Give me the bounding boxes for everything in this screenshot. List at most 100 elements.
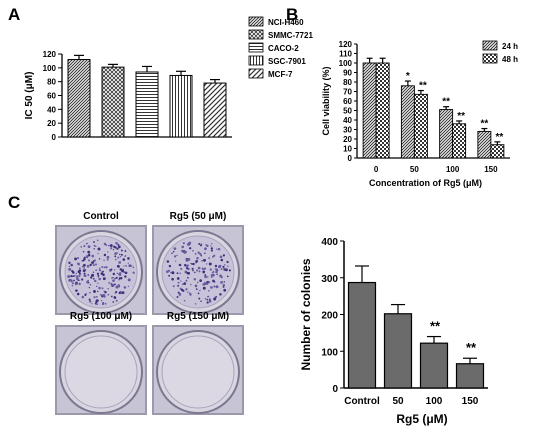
colony-dot	[118, 261, 122, 264]
colony-dot	[197, 281, 199, 284]
colony-dot	[212, 279, 215, 283]
colony-dot	[114, 269, 116, 271]
b-bar	[439, 109, 454, 159]
b-bar	[362, 62, 377, 159]
colony-dot	[71, 282, 74, 285]
colony-dot	[127, 257, 130, 260]
colony-dot	[181, 249, 184, 253]
colony-dot	[123, 286, 127, 289]
colony-dot	[124, 271, 128, 275]
colony-dot	[127, 262, 129, 264]
colony-dot	[93, 248, 95, 250]
colony-dot	[208, 289, 210, 292]
colony-dot	[121, 291, 125, 295]
a-y-tick-label: 120	[43, 50, 57, 59]
colony-dot	[165, 270, 169, 274]
colony-dot	[132, 271, 135, 274]
colony-dot	[102, 271, 105, 273]
colony-dot	[78, 269, 82, 273]
a-legend-label: SMMC-7721	[268, 31, 313, 40]
colony-dot	[80, 246, 82, 248]
colony-dot	[213, 254, 216, 257]
colony-dot	[124, 275, 127, 278]
colony-dot	[96, 272, 100, 275]
colony-dot	[103, 242, 107, 246]
colony-dot	[103, 266, 106, 268]
a-y-axis-label: IC 50 (μM)	[24, 72, 35, 120]
colony-dot	[110, 247, 113, 250]
colony-dot	[84, 275, 87, 277]
colony-dot	[115, 241, 118, 245]
colony-dot	[78, 272, 81, 275]
colony-dot	[115, 299, 118, 302]
colony-dot	[177, 291, 180, 294]
a-legend-label: NCI-H460	[268, 18, 304, 27]
colony-dot	[82, 250, 85, 253]
colony-dot	[96, 296, 98, 298]
colony-dot	[194, 271, 196, 274]
c-y-tick-label: 0	[332, 384, 338, 395]
colony-dot	[220, 276, 223, 279]
colony-dot	[218, 264, 222, 268]
colony-dot	[199, 252, 202, 256]
colony-dot	[195, 288, 198, 290]
colony-dot	[114, 255, 117, 258]
colony-dot	[87, 273, 90, 277]
b-significance-mark: **	[457, 111, 465, 122]
photo-label: Control	[83, 211, 119, 222]
colony-dot	[118, 277, 121, 280]
colony-dot	[124, 250, 127, 252]
colony-dot	[204, 297, 207, 300]
colony-dot	[200, 243, 203, 245]
colony-dot	[75, 272, 78, 275]
colony-dot	[85, 255, 89, 258]
colony-dot	[203, 258, 206, 262]
colony-dot	[84, 293, 87, 296]
b-significance-mark: **	[419, 81, 427, 92]
c-y-tick-label: 400	[321, 237, 338, 248]
colony-dot	[114, 246, 117, 249]
colony-dot	[83, 256, 86, 259]
colony-dot	[102, 303, 104, 305]
a-legend-label: CACO-2	[268, 44, 299, 53]
colony-dot	[206, 301, 209, 304]
colony-dot	[171, 277, 174, 281]
colony-dot	[196, 269, 199, 272]
colony-dot	[101, 265, 104, 269]
colony-dot	[114, 292, 116, 294]
colony-dot	[118, 291, 121, 295]
colony-dot	[208, 300, 212, 303]
colony-dot	[83, 267, 85, 269]
colony-dot	[206, 298, 209, 301]
colony-dot	[97, 247, 101, 251]
colony-dot	[94, 279, 97, 283]
colony-dot	[171, 252, 173, 254]
colony-dot	[217, 248, 221, 251]
colony-dot	[89, 292, 91, 294]
colony-dot	[79, 267, 81, 269]
colony-dot	[75, 289, 78, 292]
colony-dot	[198, 270, 201, 273]
colony-dot	[200, 254, 202, 257]
colony-dot	[202, 270, 206, 274]
colony-dot	[176, 272, 179, 275]
b-y-tick-label: 40	[343, 116, 352, 125]
colony-dot	[223, 267, 226, 270]
colony-dot	[89, 283, 92, 286]
colony-dot	[83, 245, 85, 248]
colony-dot	[212, 270, 215, 273]
colony-dot	[83, 263, 86, 267]
colony-dot	[181, 245, 185, 249]
colony-dot	[99, 267, 101, 269]
b-x-tick-label: 150	[484, 165, 498, 174]
colony-dot	[88, 298, 91, 301]
colony-dot	[207, 295, 210, 298]
b-x-tick-label: 0	[374, 165, 379, 174]
b-x-axis-label: Concentration of Rg5 (μM)	[369, 178, 482, 188]
colony-dot	[101, 287, 104, 290]
colony-dot	[222, 265, 225, 268]
colony-dot	[92, 274, 94, 277]
colony-dot	[113, 283, 116, 286]
colony-dot	[209, 298, 211, 300]
